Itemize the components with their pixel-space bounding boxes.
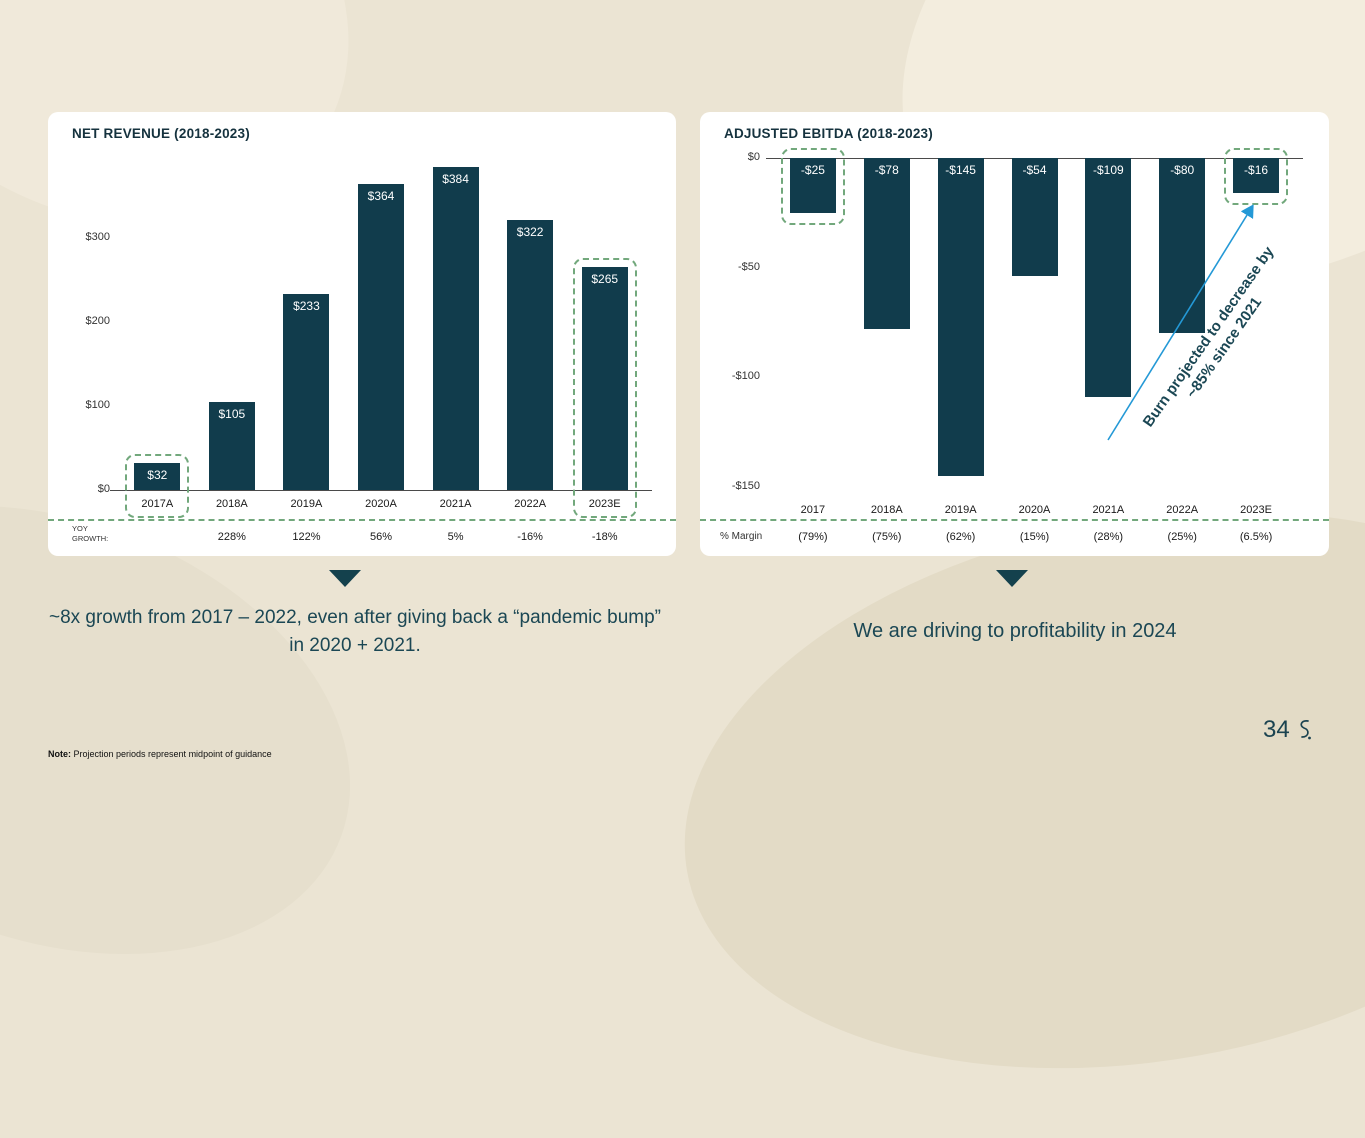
x-axis-label: 2018A xyxy=(870,504,903,516)
footer-value: (28%) xyxy=(1093,531,1124,543)
bar xyxy=(358,184,404,490)
bar xyxy=(581,267,628,490)
footer-value: 228% xyxy=(217,531,246,543)
highlight-box xyxy=(125,454,190,518)
x-axis-label: 2022A xyxy=(514,498,547,510)
footer-value: -16% xyxy=(517,531,543,543)
footer-value: 56% xyxy=(369,531,392,543)
bar-value-label: -$145 xyxy=(945,163,976,177)
highlight-box xyxy=(572,258,637,518)
y-axis-tick-label: $100 xyxy=(85,399,110,411)
y-axis-tick-label: $300 xyxy=(85,231,110,243)
bar-value-label: $322 xyxy=(516,224,544,239)
x-axis-label: 2019A xyxy=(944,504,977,516)
x-axis-label: 2023E xyxy=(1240,504,1272,516)
x-axis-label: 2021A xyxy=(1092,504,1125,516)
yoy-growth-label: YOY GROWTH: xyxy=(72,524,109,544)
bar-value-label: $105 xyxy=(218,406,246,421)
y-axis-tick-label: -$50 xyxy=(737,260,760,273)
x-axis-label: 2018A xyxy=(215,498,248,510)
net-revenue-chart: $0 $100 $200 $300 $32 2017A $105 2018A 228% $233 2… xyxy=(48,112,676,556)
bar-value-label: $364 xyxy=(367,189,395,204)
x-axis-label: 2017A xyxy=(141,498,174,510)
bar xyxy=(134,463,181,490)
footer-value: (6.5%) xyxy=(1239,531,1273,543)
y-axis-tick-label: -$100 xyxy=(731,370,760,382)
x-axis-label: 2023E xyxy=(588,498,621,510)
margin-label: % Margin xyxy=(720,531,763,542)
bar xyxy=(863,158,910,329)
footer-value: -18% xyxy=(591,531,618,543)
bar-value-label: -$109 xyxy=(1092,163,1124,177)
bar-value-label: $32 xyxy=(147,468,168,483)
page-number: 34 xyxy=(1263,716,1290,743)
x-axis-label: 2022A xyxy=(1166,504,1199,516)
footer-value: (25%) xyxy=(1167,531,1197,543)
bar xyxy=(432,167,479,490)
adjusted-ebitda-card: ADJUSTED EBITDA (2018-2023) $0 -$50 -$100 -… xyxy=(700,112,1329,556)
footnote-label: Note: xyxy=(48,749,71,759)
right-callout-text: We are driving to profitability in 2024 xyxy=(853,620,1177,642)
down-arrow-indicator xyxy=(329,570,361,587)
footer-value: 5% xyxy=(447,531,464,543)
x-axis-label: 2021A xyxy=(439,498,472,510)
bar xyxy=(937,158,984,476)
footer-value: (79%) xyxy=(798,531,828,543)
bar xyxy=(1159,158,1206,334)
net-revenue-card: NET REVENUE (2018-2023) $0 $100 $200 $300 $3… xyxy=(48,112,676,556)
bar-value-label: -$78 xyxy=(874,163,899,177)
down-arrow-indicator xyxy=(996,570,1028,587)
y-axis-tick-label: $0 xyxy=(97,483,110,495)
y-axis-tick-label: $0 xyxy=(747,151,760,163)
y-axis-tick-label: $200 xyxy=(85,315,110,327)
x-axis-label: 2019A xyxy=(290,498,323,510)
net-revenue-title: NET REVENUE (2018-2023) xyxy=(72,126,250,141)
left-callout-text: ~8x growth from 2017 – 2022, even after … xyxy=(48,607,662,656)
bar xyxy=(283,294,330,490)
footer-value: (75%) xyxy=(872,531,902,543)
y-axis-tick-label: -$150 xyxy=(731,479,760,492)
footnote: Note: Projection periods represent midpo… xyxy=(48,749,272,759)
bar xyxy=(208,401,255,490)
x-axis-label: 2017 xyxy=(800,504,826,516)
bar-value-label: -$16 xyxy=(1244,163,1269,177)
bar xyxy=(507,219,554,490)
bar-value-label: -$54 xyxy=(1022,163,1047,177)
highlight-box xyxy=(1224,148,1289,206)
bar xyxy=(1011,158,1058,277)
footer-value: (15%) xyxy=(1019,531,1050,543)
footnote-text: Projection periods represent midpoint of… xyxy=(71,749,272,759)
bar-value-label: $384 xyxy=(442,172,469,187)
dashed-separator xyxy=(48,519,676,521)
highlight-box xyxy=(780,148,845,225)
footer-value: 122% xyxy=(292,531,321,543)
dashed-separator xyxy=(700,519,1329,521)
adjusted-ebitda-title: ADJUSTED EBITDA (2018-2023) xyxy=(724,126,933,141)
bar xyxy=(789,158,836,213)
bar-value-label: -$80 xyxy=(1170,163,1195,177)
x-axis-label: 2020A xyxy=(365,498,397,510)
bar xyxy=(1085,158,1132,397)
x-axis-line xyxy=(110,490,652,491)
bar-value-label: -$25 xyxy=(800,163,825,177)
bar-value-label: $233 xyxy=(293,299,320,314)
logo-icon xyxy=(1300,720,1311,740)
x-axis-label: 2020A xyxy=(1018,504,1051,516)
bar xyxy=(1233,158,1280,194)
footer-value: (62%) xyxy=(945,531,976,543)
bar-value-label: $265 xyxy=(591,272,619,287)
page-footer: 34 xyxy=(1263,716,1315,744)
